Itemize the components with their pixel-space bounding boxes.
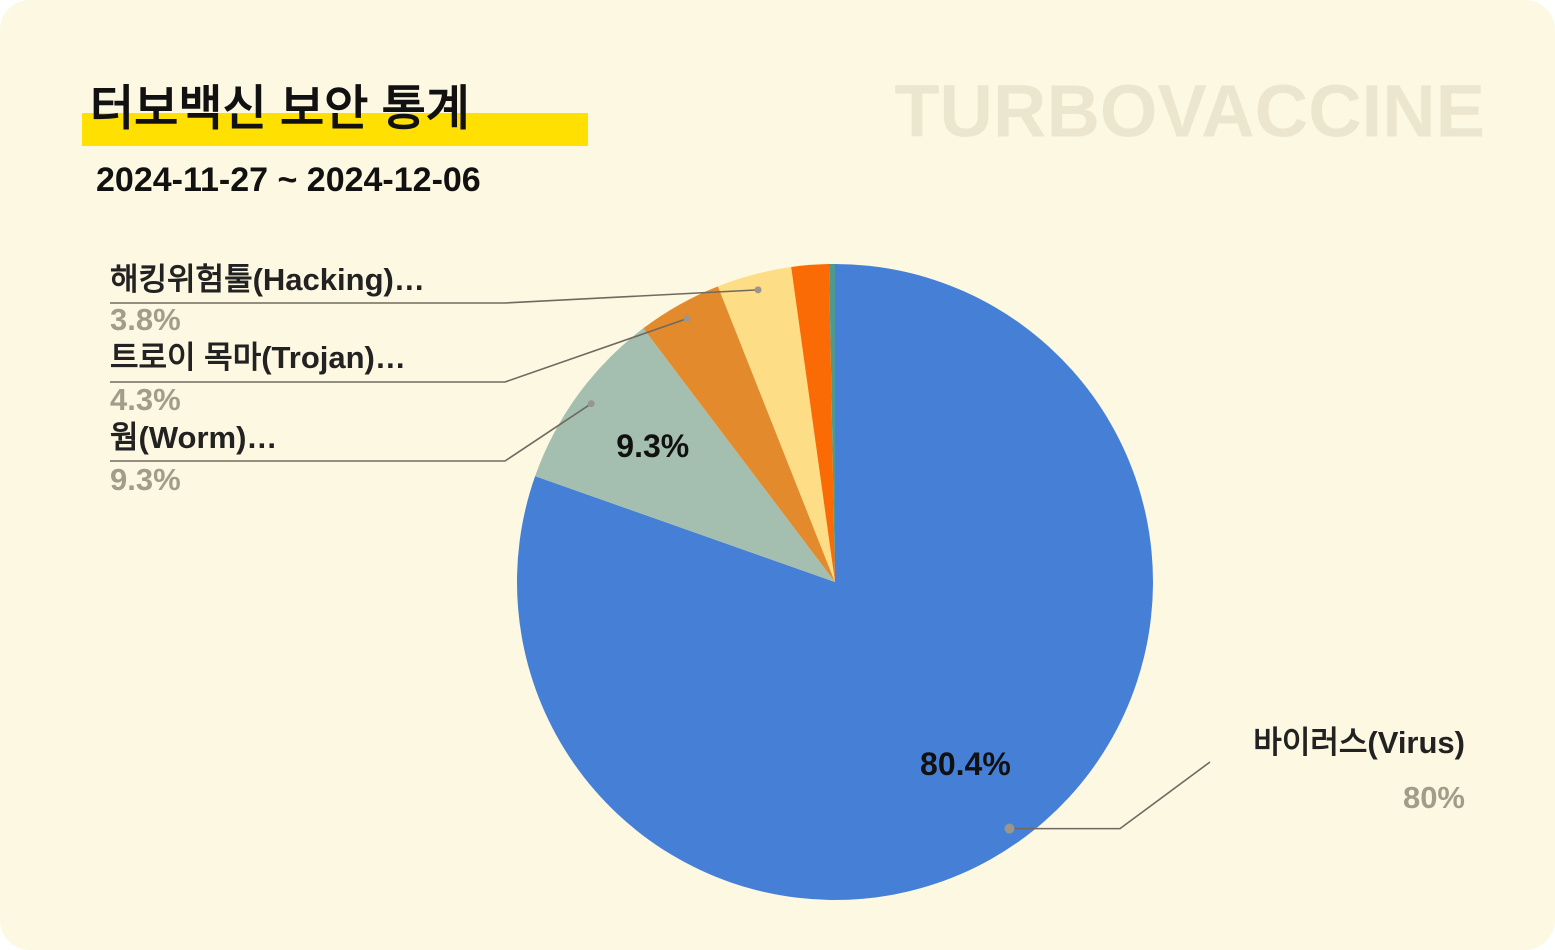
outer-value-label: 9.3% xyxy=(110,462,181,497)
pie-slice xyxy=(535,328,835,582)
data-label: 9.3% xyxy=(616,428,689,464)
leader-dot xyxy=(587,400,595,408)
leader-dot xyxy=(1004,823,1015,834)
brand-watermark: TURBOVACCINE xyxy=(894,70,1485,153)
category-label: 트로이 목마(Trojan)… xyxy=(110,340,406,375)
leader-line xyxy=(110,402,592,462)
leader-dot xyxy=(754,286,762,294)
category-label: 해킹위험툴(Hacking)… xyxy=(110,262,425,297)
leader-dot xyxy=(683,315,691,323)
leader-line xyxy=(110,317,688,383)
data-label: 80.4% xyxy=(920,746,1011,782)
outer-value-label: 3.8% xyxy=(110,302,181,337)
leader-line xyxy=(1009,761,1211,830)
category-label: 웜(Worm)… xyxy=(110,420,277,455)
pie-slice xyxy=(791,264,835,582)
chart-title: 터보백신 보안 통계 xyxy=(90,83,470,136)
outer-value-label: 80% xyxy=(1403,780,1465,815)
pie-slice xyxy=(717,267,835,582)
title-highlight xyxy=(82,113,588,146)
leader-line xyxy=(110,289,759,304)
outer-value-label: 4.3% xyxy=(110,382,181,417)
category-label: 바이러스(Virus) xyxy=(1253,725,1465,760)
pie-slice xyxy=(517,264,1154,900)
pie-slice xyxy=(829,264,835,582)
chart-subtitle: 2024-11-27 ~ 2024-12-06 xyxy=(96,161,481,199)
pie-slice xyxy=(643,286,835,582)
